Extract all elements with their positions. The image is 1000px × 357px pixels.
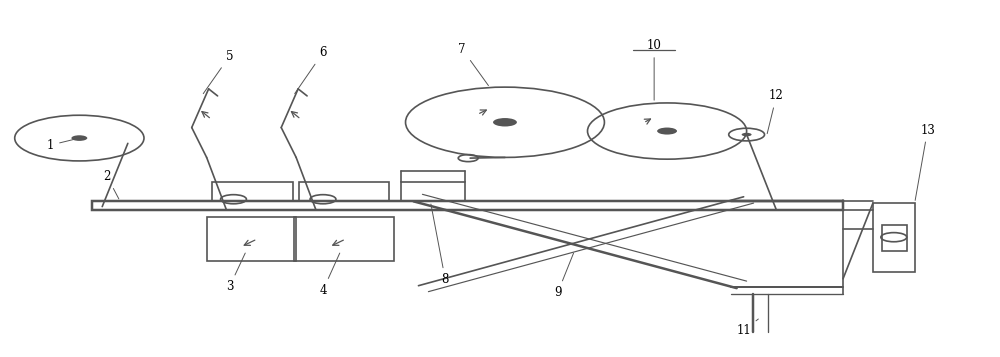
Text: 12: 12 <box>767 89 784 134</box>
Circle shape <box>657 127 677 135</box>
Text: 4: 4 <box>319 253 340 297</box>
Text: 5: 5 <box>203 50 233 94</box>
Text: 8: 8 <box>431 204 449 286</box>
Text: 6: 6 <box>295 46 327 94</box>
Circle shape <box>71 135 87 141</box>
Text: 7: 7 <box>458 43 488 86</box>
Text: 10: 10 <box>647 39 662 100</box>
Bar <box>212 182 293 201</box>
Text: 3: 3 <box>226 253 245 293</box>
Text: 1: 1 <box>47 139 77 152</box>
Bar <box>401 182 465 201</box>
Bar <box>294 217 394 261</box>
Circle shape <box>493 118 517 126</box>
Text: 2: 2 <box>104 170 119 199</box>
Bar <box>882 225 907 251</box>
Text: 11: 11 <box>736 319 758 337</box>
Text: 9: 9 <box>554 253 574 299</box>
Text: 13: 13 <box>915 124 935 200</box>
Bar <box>873 203 915 272</box>
Bar <box>207 217 296 261</box>
Bar <box>92 201 843 210</box>
Bar <box>299 182 389 201</box>
Circle shape <box>742 133 752 136</box>
